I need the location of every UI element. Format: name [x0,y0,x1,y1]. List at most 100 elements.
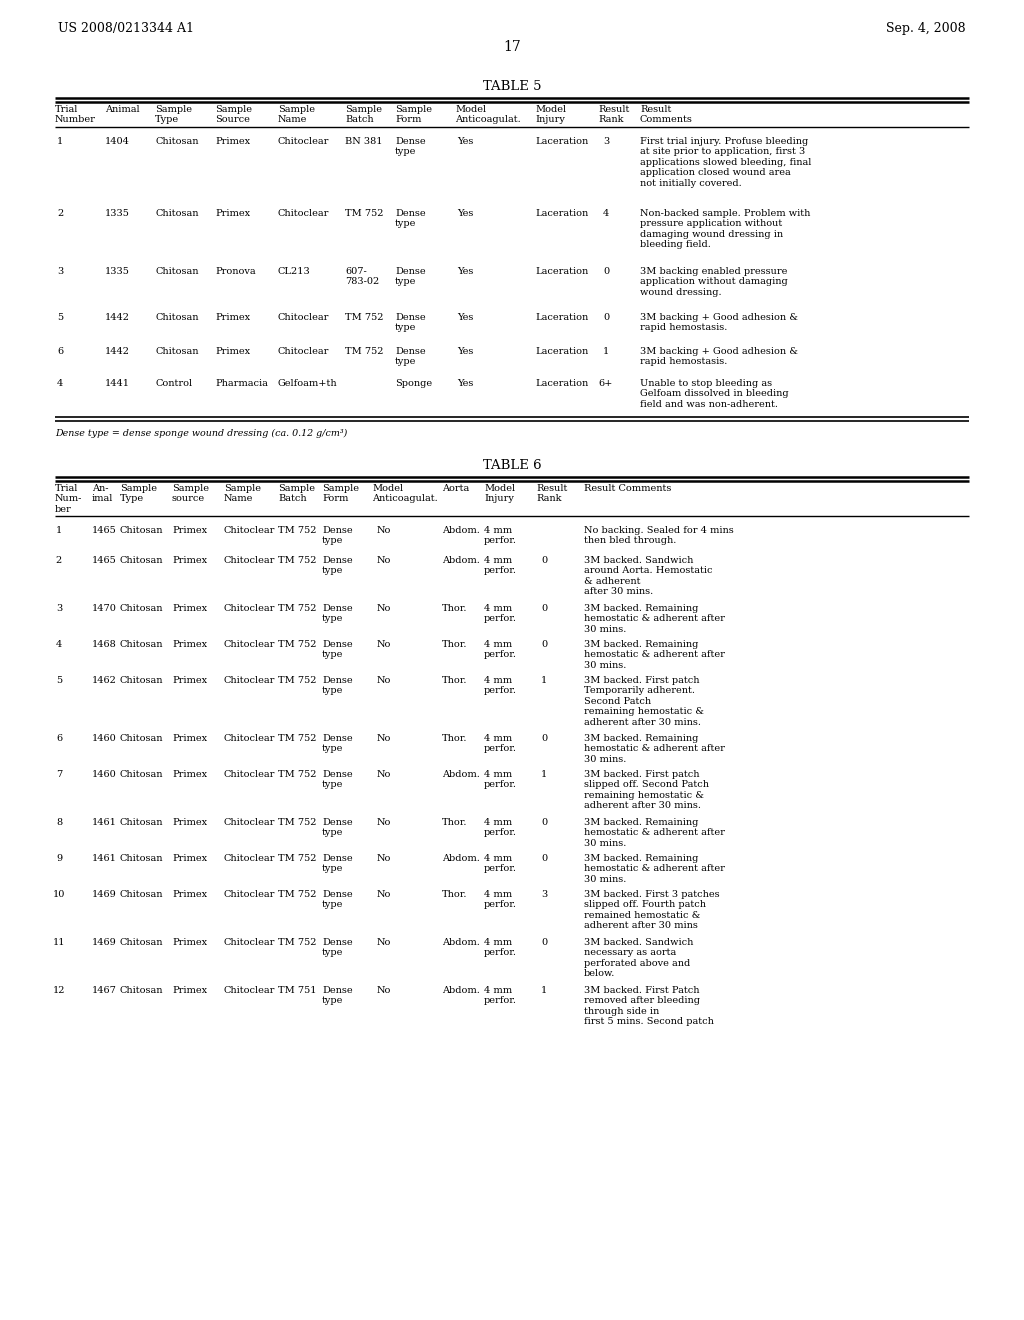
Text: 1468: 1468 [92,640,117,649]
Text: BN 381: BN 381 [345,137,383,147]
Text: 1442: 1442 [105,313,130,322]
Text: 3M backing + Good adhesion &
rapid hemostasis.: 3M backing + Good adhesion & rapid hemos… [640,313,798,333]
Text: TM 752: TM 752 [278,770,316,779]
Text: Chitoclear: Chitoclear [224,640,275,649]
Text: Laceration: Laceration [535,313,588,322]
Text: Chitosan: Chitosan [120,525,164,535]
Text: 1467: 1467 [92,986,117,995]
Text: 1461: 1461 [92,818,117,828]
Text: Chitosan: Chitosan [155,137,199,147]
Text: Sample
Batch: Sample Batch [345,106,382,124]
Text: Dense
type: Dense type [322,605,352,623]
Text: Chitosan: Chitosan [120,676,164,685]
Text: 3M backed. Remaining
hemostatic & adherent after
30 mins.: 3M backed. Remaining hemostatic & adhere… [584,734,725,764]
Text: Dense
type: Dense type [322,890,352,909]
Text: Chitoclear: Chitoclear [278,209,330,218]
Text: Chitosan: Chitosan [155,267,199,276]
Text: 5: 5 [57,313,63,322]
Text: Dense
type: Dense type [395,137,426,156]
Text: Chitosan: Chitosan [120,854,164,863]
Text: 1461: 1461 [92,854,117,863]
Text: Sample
Form: Sample Form [395,106,432,124]
Text: Sample
Type: Sample Type [120,484,157,503]
Text: TM 752: TM 752 [278,854,316,863]
Text: Thor.: Thor. [442,605,468,612]
Text: US 2008/0213344 A1: US 2008/0213344 A1 [58,22,194,36]
Text: Yes: Yes [457,267,473,276]
Text: Trial
Number: Trial Number [55,106,96,124]
Text: Model
Anticoagulat.: Model Anticoagulat. [455,106,521,124]
Text: Dense
type: Dense type [395,313,426,333]
Text: 1442: 1442 [105,347,130,356]
Text: Chitosan: Chitosan [120,734,164,743]
Text: 17: 17 [503,40,521,54]
Text: Chitoclear: Chitoclear [224,676,275,685]
Text: 3: 3 [57,267,63,276]
Text: CL213: CL213 [278,267,310,276]
Text: Abdom.: Abdom. [442,939,480,946]
Text: Primex: Primex [215,209,250,218]
Text: Chitosan: Chitosan [120,605,164,612]
Text: Chitoclear: Chitoclear [278,347,330,356]
Text: 4 mm
perfor.: 4 mm perfor. [484,986,517,1006]
Text: Dense
type: Dense type [322,939,352,957]
Text: Control: Control [155,379,193,388]
Text: 9: 9 [56,854,62,863]
Text: Primex: Primex [172,640,207,649]
Text: TABLE 5: TABLE 5 [482,81,542,92]
Text: Chitoclear: Chitoclear [224,890,275,899]
Text: 0: 0 [541,556,547,565]
Text: Dense
type: Dense type [395,267,426,286]
Text: Primex: Primex [215,347,250,356]
Text: Chitoclear: Chitoclear [224,605,275,612]
Text: Chitosan: Chitosan [120,986,164,995]
Text: Sep. 4, 2008: Sep. 4, 2008 [887,22,966,36]
Text: Chitoclear: Chitoclear [278,313,330,322]
Text: Gelfoam+th: Gelfoam+th [278,379,338,388]
Text: 4 mm
perfor.: 4 mm perfor. [484,734,517,754]
Text: Primex: Primex [172,986,207,995]
Text: 4: 4 [56,640,62,649]
Text: Unable to stop bleeding as
Gelfoam dissolved in bleeding
field and was non-adher: Unable to stop bleeding as Gelfoam disso… [640,379,788,409]
Text: Thor.: Thor. [442,890,468,899]
Text: 1469: 1469 [92,890,117,899]
Text: Thor.: Thor. [442,676,468,685]
Text: Dense
type: Dense type [322,854,352,874]
Text: 3: 3 [603,137,609,147]
Text: 3M backed. Sandwich
necessary as aorta
perforated above and
below.: 3M backed. Sandwich necessary as aorta p… [584,939,693,978]
Text: 1: 1 [541,986,547,995]
Text: Yes: Yes [457,313,473,322]
Text: 3M backed. Remaining
hemostatic & adherent after
30 mins.: 3M backed. Remaining hemostatic & adhere… [584,854,725,884]
Text: 4 mm
perfor.: 4 mm perfor. [484,818,517,837]
Text: Dense
type: Dense type [322,734,352,754]
Text: Chitoclear: Chitoclear [224,734,275,743]
Text: 0: 0 [541,939,547,946]
Text: Dense
type: Dense type [322,640,352,660]
Text: 3M backed. First 3 patches
slipped off. Fourth patch
remained hemostatic &
adher: 3M backed. First 3 patches slipped off. … [584,890,720,931]
Text: 3M backed. Sandwich
around Aorta. Hemostatic
& adherent
after 30 mins.: 3M backed. Sandwich around Aorta. Hemost… [584,556,713,597]
Text: Chitoclear: Chitoclear [224,986,275,995]
Text: Abdom.: Abdom. [442,556,480,565]
Text: 1470: 1470 [92,605,117,612]
Text: Yes: Yes [457,137,473,147]
Text: Laceration: Laceration [535,379,588,388]
Text: Chitosan: Chitosan [120,556,164,565]
Text: Result
Rank: Result Rank [536,484,567,503]
Text: 1: 1 [56,525,62,535]
Text: Sponge: Sponge [395,379,432,388]
Text: 607-
783-02: 607- 783-02 [345,267,379,286]
Text: TM 752: TM 752 [278,640,316,649]
Text: Laceration: Laceration [535,267,588,276]
Text: TM 752: TM 752 [345,313,384,322]
Text: Primex: Primex [172,770,207,779]
Text: 4: 4 [57,379,63,388]
Text: 10: 10 [53,890,66,899]
Text: 2: 2 [56,556,62,565]
Text: Thor.: Thor. [442,640,468,649]
Text: 3M backed. Remaining
hemostatic & adherent after
30 mins.: 3M backed. Remaining hemostatic & adhere… [584,640,725,669]
Text: 7: 7 [56,770,62,779]
Text: Dense
type: Dense type [395,347,426,367]
Text: Chitosan: Chitosan [155,347,199,356]
Text: Primex: Primex [172,939,207,946]
Text: Dense type = dense sponge wound dressing (ca. 0.12 g/cm³): Dense type = dense sponge wound dressing… [55,429,347,438]
